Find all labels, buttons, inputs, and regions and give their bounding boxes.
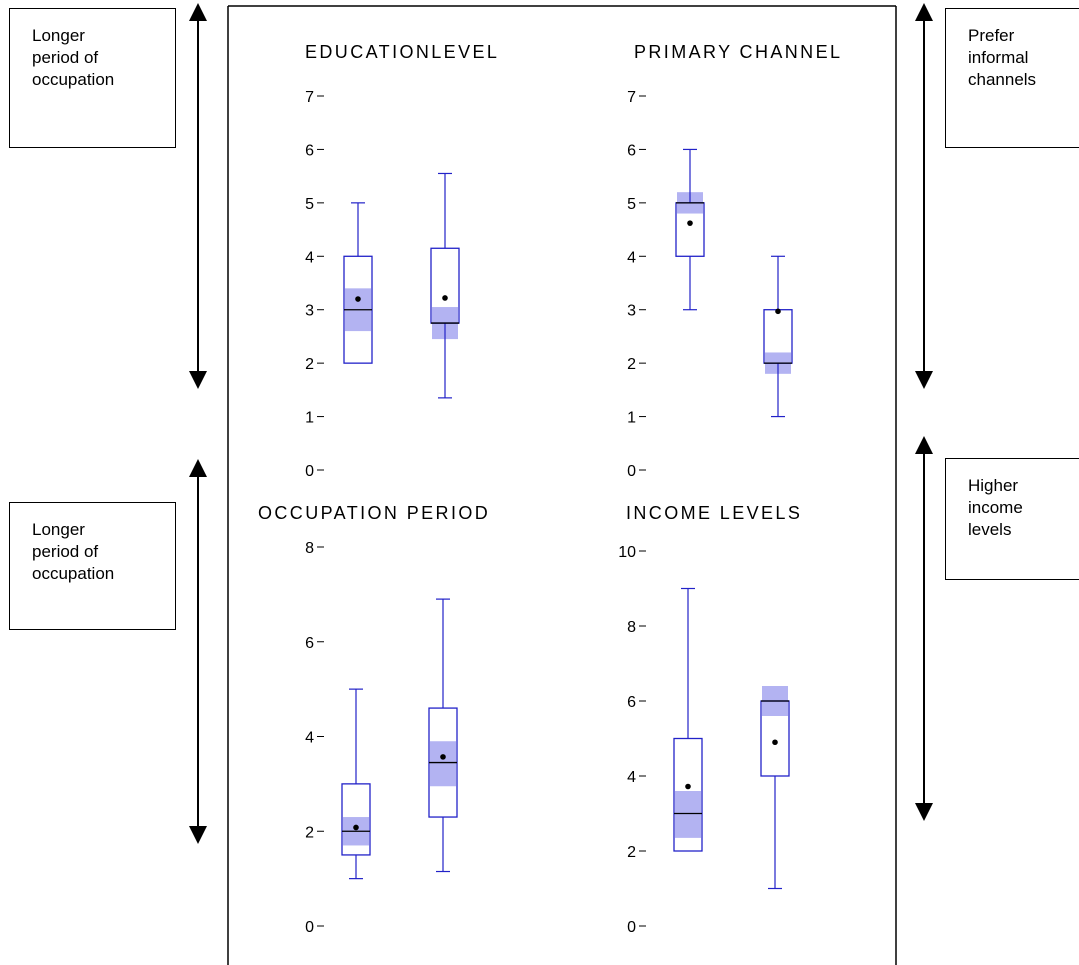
y-tick-label: 4 <box>305 249 314 266</box>
chart-panel-3: INCOME LEVELS 0 2 4 6 8 10 <box>618 503 802 936</box>
box-0 <box>673 587 703 852</box>
box-1 <box>760 686 790 890</box>
note-education: Longer period of occupation <box>9 8 176 148</box>
y-tick-label: 3 <box>627 303 636 320</box>
y-tick-label: 0 <box>627 919 636 936</box>
note-channel: Prefer informal channels <box>945 8 1079 148</box>
chart-title: EDUCATIONLEVEL <box>305 42 499 62</box>
y-tick-label: 6 <box>305 142 314 159</box>
mean-dot <box>355 296 361 302</box>
y-tick-label: 6 <box>305 635 314 652</box>
box-1 <box>430 172 460 399</box>
chart-panel-1: PRIMARY CHANNEL 0 1 2 3 4 5 6 7 <box>627 42 842 480</box>
note-income-text: Higher income levels <box>968 476 1023 539</box>
note-education-text: Longer period of occupation <box>32 26 115 89</box>
y-tick-label: 3 <box>305 303 314 320</box>
iqr-box <box>673 737 703 852</box>
y-tick-label: 5 <box>627 196 636 213</box>
median-ci-band <box>430 741 456 787</box>
box-1 <box>428 598 458 873</box>
chart-title: PRIMARY CHANNEL <box>634 42 842 62</box>
y-tick-label: 10 <box>618 544 636 561</box>
y-tick-label: 6 <box>627 142 636 159</box>
y-tick-label: 0 <box>305 463 314 480</box>
y-tick-label: 2 <box>305 824 314 841</box>
y-tick-label: 6 <box>627 694 636 711</box>
box-0 <box>675 148 705 311</box>
y-tick-label: 0 <box>305 919 314 936</box>
mean-dot <box>440 754 446 760</box>
y-tick-label: 4 <box>305 730 314 747</box>
y-tick-label: 4 <box>627 249 636 266</box>
y-tick-label: 2 <box>627 356 636 373</box>
y-tick-label: 8 <box>627 619 636 636</box>
y-tick-label: 1 <box>305 410 314 427</box>
y-tick-label: 0 <box>627 463 636 480</box>
y-tick-label: 7 <box>627 89 636 106</box>
box-0 <box>343 202 373 364</box>
note-channel-text: Prefer informal channels <box>968 26 1037 89</box>
mean-dot <box>687 220 693 226</box>
chart-panel-2: OCCUPATION PERIOD 0 2 4 6 8 <box>258 503 490 936</box>
y-tick-label: 8 <box>305 540 314 557</box>
y-tick-label: 1 <box>627 410 636 427</box>
note-occupation: Longer period of occupation <box>9 502 176 630</box>
mean-dot <box>353 824 359 831</box>
y-tick-label: 4 <box>627 769 636 786</box>
y-tick-label: 2 <box>305 356 314 373</box>
box-0 <box>341 688 371 880</box>
chart-title: INCOME LEVELS <box>626 503 802 523</box>
mean-dot <box>772 739 778 746</box>
note-income: Higher income levels <box>945 458 1079 580</box>
mean-dot <box>775 308 781 315</box>
y-tick-label: 7 <box>305 89 314 106</box>
mean-dot <box>442 295 448 301</box>
note-occupation-text: Longer period of occupation <box>32 520 115 583</box>
chart-title: OCCUPATION PERIOD <box>258 503 490 523</box>
chart-panel-0: EDUCATIONLEVEL 0 1 2 3 4 5 6 7 <box>305 42 499 480</box>
y-tick-label: 5 <box>305 196 314 213</box>
median-ci-band <box>675 791 701 838</box>
y-tick-label: 2 <box>627 844 636 861</box>
iqr-box <box>341 783 371 856</box>
box-1 <box>763 255 793 418</box>
mean-dot <box>685 783 691 790</box>
